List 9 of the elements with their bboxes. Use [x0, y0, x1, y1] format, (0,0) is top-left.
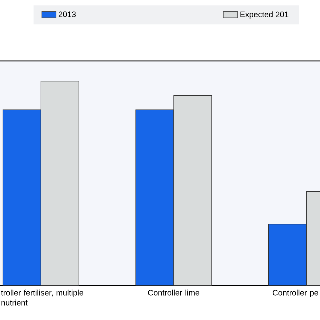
legend-label: Expected 201	[240, 12, 289, 20]
bar	[174, 95, 212, 286]
x-tick-label: Controller lime	[148, 290, 200, 296]
bar	[40, 81, 80, 286]
bar	[136, 110, 174, 286]
x-tick-label: troller fertiliser, multiple nutrient	[1, 290, 84, 306]
bar	[2, 110, 42, 286]
legend-label: 2013	[58, 12, 76, 18]
x-tick-label: Controller pe	[272, 290, 318, 298]
